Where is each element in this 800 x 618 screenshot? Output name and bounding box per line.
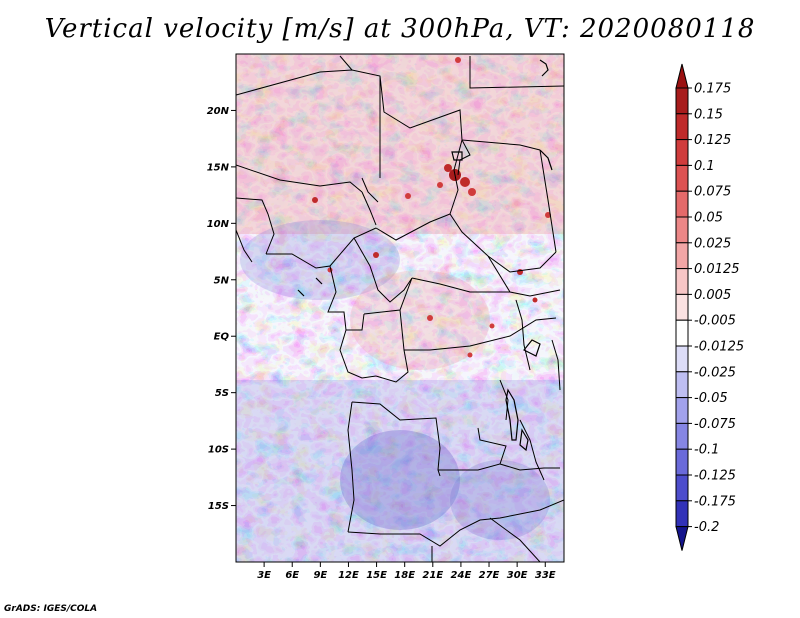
lat-tick-label: 10S xyxy=(208,445,229,456)
lat-tick-label: 10N xyxy=(207,219,230,230)
updraft-cores xyxy=(312,57,551,358)
colorbar-swatch xyxy=(675,397,689,424)
lat-tick-label: 15N xyxy=(207,162,230,173)
colorbar-label: -0.125 xyxy=(694,469,736,484)
colorbar-swatch xyxy=(675,422,689,450)
colorbar-label: -0.005 xyxy=(694,314,736,329)
colorbar-label: -0.175 xyxy=(694,494,736,509)
lon-tick-label: 12E xyxy=(338,570,359,581)
colorbar-swatch xyxy=(675,139,689,166)
colorbar-label: -0.1 xyxy=(694,443,719,458)
colorbar-swatch xyxy=(675,190,689,218)
lat-tick-label: 15S xyxy=(208,501,229,512)
colorbar-swatch xyxy=(675,345,689,373)
map-frame xyxy=(235,53,565,563)
lon-tick-label: 15E xyxy=(366,570,387,581)
lon-tick-label: 30E xyxy=(507,570,528,581)
colorbar-label: 0.175 xyxy=(694,82,731,97)
velocity-field xyxy=(236,54,564,562)
colorbar-swatch xyxy=(675,216,689,244)
colorbar-swatch xyxy=(675,319,689,347)
colorbar-label: 0.1 xyxy=(694,159,715,174)
longitude-axis: 3E 6E 9E 12E 15E 18E 21E 24E 27E 30E 33E xyxy=(257,562,556,581)
map-title: Vertical velocity [m/s] at 300hPa, VT: 2… xyxy=(44,14,756,44)
country-borders xyxy=(236,55,564,562)
colorbar-swatch xyxy=(675,242,689,270)
lon-tick-label: 9E xyxy=(313,570,327,581)
colorbar-label: -0.025 xyxy=(694,365,736,380)
colorbar-label: 0.075 xyxy=(694,185,731,200)
colorbar-top-arrow xyxy=(675,63,689,89)
colorbar-label: 0.0125 xyxy=(694,262,740,277)
lon-tick-label: 27E xyxy=(479,570,500,581)
colorbar-label: -0.05 xyxy=(694,391,728,406)
lon-tick-label: 3E xyxy=(257,570,271,581)
colorbar-label: 0.15 xyxy=(694,107,723,122)
colorbar-swatch xyxy=(675,164,689,192)
colorbar-swatch xyxy=(675,268,689,295)
lat-tick-label: EQ xyxy=(214,332,230,343)
colorbar-swatch xyxy=(675,500,689,528)
lat-tick-label: 5S xyxy=(215,388,229,399)
colorbar-label: 0.025 xyxy=(694,236,731,251)
lon-tick-label: 18E xyxy=(394,570,415,581)
colorbar-label: 0.005 xyxy=(694,288,731,303)
colorbar-label: 0.125 xyxy=(694,133,731,148)
colorbar-swatch xyxy=(675,87,689,115)
colorbar-swatch xyxy=(675,448,689,476)
colorbar-label: -0.0125 xyxy=(694,340,744,355)
colorbar-swatch xyxy=(675,293,689,321)
colorbar-bottom-arrow xyxy=(675,526,689,551)
colorbar-label: -0.075 xyxy=(694,417,736,432)
lon-tick-label: 24E xyxy=(451,570,472,581)
colorbar-swatch xyxy=(675,474,689,502)
lon-tick-label: 33E xyxy=(535,570,556,581)
grads-credit: GrADS: IGES/COLA xyxy=(4,604,98,614)
colorbar-swatch xyxy=(675,113,689,141)
lat-tick-label: 5N xyxy=(214,275,230,286)
colorbar-swatch xyxy=(675,371,689,399)
lon-tick-label: 21E xyxy=(422,570,443,581)
lon-tick-label: 6E xyxy=(285,570,299,581)
lakes-coastlines xyxy=(297,59,553,452)
colorbar: 0.175 0.15 0.125 0.1 0.075 0.05 0.025 0.0125 0.0… xyxy=(675,63,744,551)
lat-tick-label: 20N xyxy=(207,106,230,117)
colorbar-label: -0.2 xyxy=(694,520,719,535)
latitude-axis: 20N 15N 10N 5N EQ 5S 10S 15S xyxy=(207,106,236,512)
colorbar-label: 0.05 xyxy=(694,211,723,226)
